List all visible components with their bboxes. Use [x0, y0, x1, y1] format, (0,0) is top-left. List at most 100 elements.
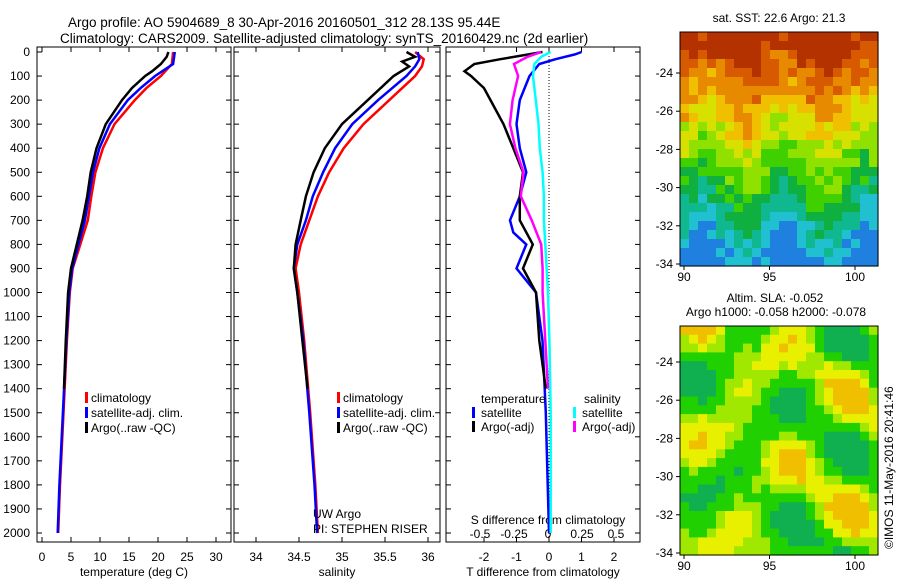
map-cell [734, 475, 744, 486]
map-cell [725, 511, 735, 521]
map-cell [707, 370, 717, 380]
map-cell [788, 352, 798, 362]
map-cell [788, 475, 798, 486]
map-cell [698, 528, 708, 539]
map-cell [851, 502, 861, 512]
map-cell [815, 41, 825, 51]
map-cell [734, 431, 744, 442]
map-cell [680, 131, 690, 141]
map-cell [860, 475, 870, 486]
map-cell [806, 396, 816, 406]
map-cell [761, 361, 771, 371]
map-cell [824, 95, 834, 105]
map-cell [725, 361, 735, 371]
map-cell [788, 511, 798, 521]
map-cell [797, 466, 807, 477]
map-cell [716, 113, 726, 123]
map-cell [806, 140, 816, 150]
sla-map-ytick-label: -24 [656, 355, 674, 369]
temperature-legend-label: Argo(..raw -QC) [91, 421, 176, 435]
map-cell [806, 405, 816, 415]
map-cell [752, 149, 762, 159]
temperature-series-satellite-adj-clim- [56, 51, 177, 534]
map-cell [869, 502, 879, 512]
map-cell [761, 511, 771, 521]
map-cell [761, 59, 771, 69]
map-cell [806, 334, 816, 345]
map-cell [779, 546, 789, 556]
map-cell [833, 458, 843, 468]
map-cell [842, 519, 852, 530]
map-cell [689, 475, 699, 486]
map-cell [842, 334, 852, 345]
map-cell [716, 546, 726, 556]
map-cell [860, 378, 870, 389]
map-cell [734, 59, 744, 69]
map-cell [734, 41, 744, 51]
map-cell [698, 212, 708, 222]
map-cell [716, 396, 726, 406]
map-cell [788, 158, 798, 168]
map-cell [824, 422, 834, 433]
map-cell [860, 352, 870, 362]
map-cell [716, 458, 726, 468]
map-cell [725, 149, 735, 159]
map-cell [734, 387, 744, 398]
map-cell [824, 475, 834, 486]
map-cell [869, 326, 879, 336]
map-cell [716, 122, 726, 132]
map-cell [824, 68, 834, 78]
map-cell [833, 493, 843, 503]
map-cell [842, 378, 852, 389]
map-cell [788, 422, 798, 433]
difference-xtick-label: -1 [511, 550, 522, 564]
map-cell [689, 466, 699, 477]
map-cell [752, 484, 762, 494]
map-cell [680, 32, 690, 42]
map-cell [851, 475, 861, 486]
map-cell [734, 466, 744, 477]
map-cell [725, 387, 735, 398]
map-cell [698, 422, 708, 433]
map-cell [689, 194, 699, 204]
map-cell [707, 484, 717, 494]
map-cell [851, 122, 861, 132]
map-cell [779, 334, 789, 345]
map-cell [779, 41, 789, 51]
map-cell [824, 458, 834, 468]
map-cell [680, 176, 690, 186]
map-cell [842, 230, 852, 240]
map-cell [716, 194, 726, 204]
map-cell [806, 32, 816, 42]
map-cell [833, 104, 843, 114]
map-cell [680, 248, 690, 258]
map-cell [851, 422, 861, 433]
map-cell [779, 167, 789, 177]
map-cell [689, 104, 699, 114]
map-cell [860, 511, 870, 521]
map-cell [734, 361, 744, 371]
map-cell [806, 41, 816, 51]
map-cell [788, 378, 798, 389]
map-cell [860, 361, 870, 371]
map-cell [770, 493, 780, 503]
map-cell [725, 158, 735, 168]
map-cell [698, 475, 708, 486]
sla-map-field [680, 326, 879, 556]
map-cell [743, 257, 753, 267]
sla-map-ytick-label: -34 [656, 546, 674, 560]
map-cell [725, 519, 735, 530]
map-cell [779, 113, 789, 123]
salinity-xtick-label: 36 [421, 550, 435, 564]
map-cell [743, 203, 753, 213]
map-cell [824, 122, 834, 132]
map-cell [788, 68, 798, 78]
map-cell [716, 414, 726, 424]
map-cell [761, 431, 771, 442]
map-cell [833, 484, 843, 494]
map-cell [743, 449, 753, 459]
map-cell [851, 458, 861, 468]
map-cell [824, 519, 834, 530]
diff-legend-label: Argo(-adj) [481, 420, 534, 434]
map-cell [851, 185, 861, 195]
